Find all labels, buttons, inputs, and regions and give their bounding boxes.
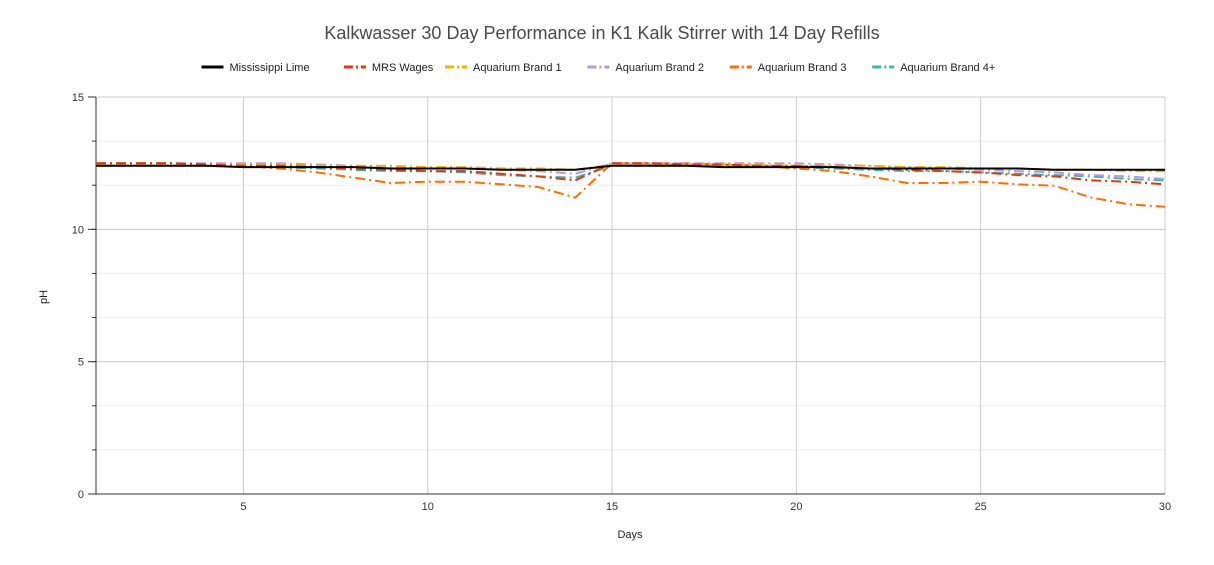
legend-label: Aquarium Brand 2 bbox=[615, 62, 704, 74]
y-axis-label: pH bbox=[38, 290, 50, 304]
y-tick-label: 0 bbox=[78, 489, 84, 501]
tick-labels: 0 5 10 15 5 10 15 20 25 30 bbox=[72, 92, 1171, 513]
legend-item[interactable]: Aquarium Brand 3 bbox=[729, 62, 847, 74]
chart-title: Kalkwasser 30 Day Performance in K1 Kalk… bbox=[324, 23, 879, 43]
series-line-aquarium-brand-1 bbox=[96, 163, 1165, 173]
x-tick-label: 15 bbox=[606, 501, 618, 513]
x-tick-label: 30 bbox=[1159, 501, 1171, 513]
legend-label: MRS Wages bbox=[372, 62, 434, 74]
grid-lines bbox=[96, 96, 1166, 495]
legend-item[interactable]: Aquarium Brand 4+ bbox=[872, 62, 995, 74]
y-tick-label: 10 bbox=[72, 224, 84, 236]
series-layer bbox=[96, 162, 1166, 208]
x-axis-label: Days bbox=[617, 529, 643, 541]
y-tick-label: 5 bbox=[78, 357, 84, 369]
legend-item[interactable]: Aquarium Brand 1 bbox=[445, 62, 562, 74]
y-tick-label: 15 bbox=[72, 92, 84, 104]
legend-item[interactable]: Aquarium Brand 2 bbox=[587, 62, 704, 74]
x-tick-label: 20 bbox=[790, 501, 802, 513]
axes bbox=[88, 96, 1165, 495]
legend-label: Aquarium Brand 1 bbox=[473, 62, 562, 74]
series-line-mississippi-lime bbox=[96, 164, 1165, 171]
legend-label: Mississippi Lime bbox=[230, 62, 310, 74]
x-tick-label: 25 bbox=[975, 501, 987, 513]
x-tick-label: 5 bbox=[240, 501, 246, 513]
series-line-aquarium-brand-3 bbox=[96, 162, 1166, 208]
legend-item[interactable]: MRS Wages bbox=[343, 62, 434, 74]
legend-label: Aquarium Brand 4+ bbox=[900, 62, 995, 74]
legend: Mississippi Lime MRS Wages Aquarium Brand … bbox=[201, 62, 995, 74]
series-line-mrs-wages bbox=[96, 162, 1166, 186]
legend-label: Aquarium Brand 3 bbox=[758, 62, 847, 74]
legend-item[interactable]: Mississippi Lime bbox=[201, 62, 310, 74]
x-tick-label: 10 bbox=[422, 501, 434, 513]
